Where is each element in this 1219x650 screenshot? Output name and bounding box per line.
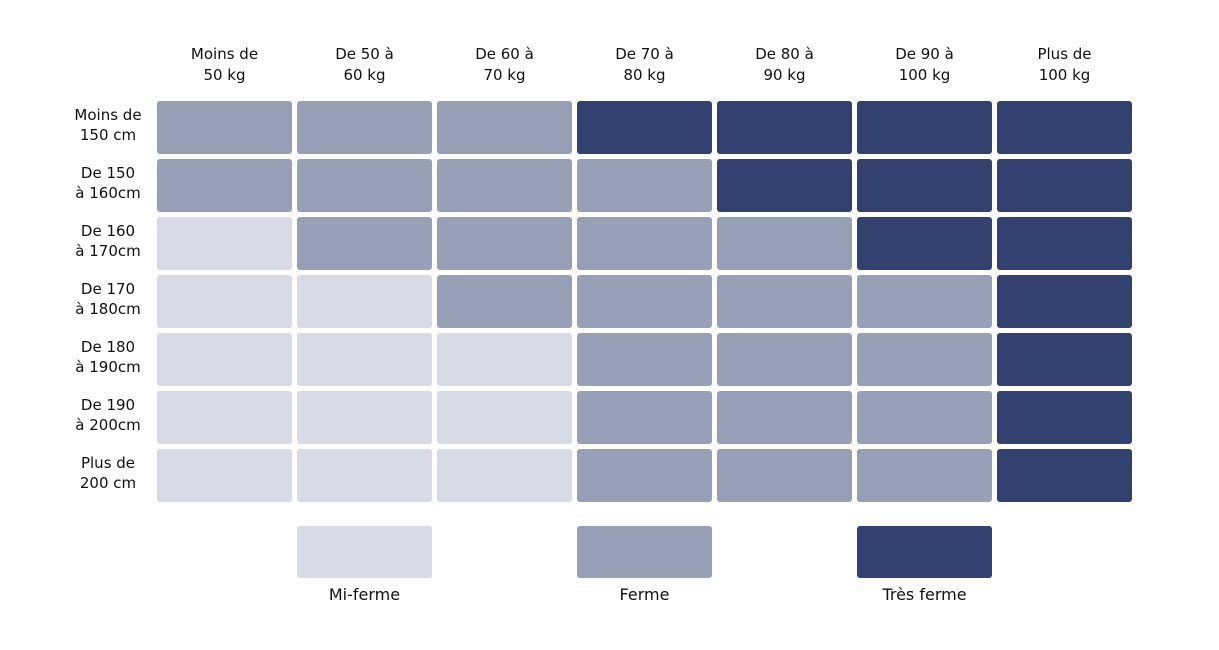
column-header: 50 kg bbox=[203, 66, 246, 84]
grid-cell bbox=[997, 449, 1132, 502]
row-header: De 160 bbox=[80, 222, 136, 240]
row-header: De 150 bbox=[80, 164, 136, 182]
grid-cell bbox=[857, 333, 992, 386]
grid-cell bbox=[437, 101, 572, 154]
column-header: 100 kg bbox=[1038, 66, 1091, 84]
grid-cell bbox=[157, 275, 292, 328]
column-header: De 90 à bbox=[895, 45, 954, 63]
grid-cell bbox=[437, 275, 572, 328]
grid-cell bbox=[717, 391, 852, 444]
legend-swatch bbox=[577, 526, 712, 578]
grid-cell bbox=[297, 275, 432, 328]
grid-cell bbox=[857, 217, 992, 270]
grid-cell bbox=[577, 159, 712, 212]
grid-cell bbox=[577, 449, 712, 502]
grid-cell bbox=[857, 101, 992, 154]
grid-cell bbox=[437, 333, 572, 386]
grid-cell bbox=[437, 217, 572, 270]
column-header: 60 kg bbox=[343, 66, 386, 84]
grid-cell bbox=[157, 333, 292, 386]
column-header: 90 kg bbox=[763, 66, 806, 84]
grid-cell bbox=[577, 391, 712, 444]
legend-label: Ferme bbox=[619, 585, 670, 604]
row-header: De 190 bbox=[80, 396, 136, 414]
grid-cell bbox=[997, 159, 1132, 212]
grid-cell bbox=[997, 275, 1132, 328]
grid-cell bbox=[717, 449, 852, 502]
column-header: 100 kg bbox=[898, 66, 951, 84]
grid-cell bbox=[297, 159, 432, 212]
row-header: à 170cm bbox=[75, 242, 141, 260]
grid-cell bbox=[437, 391, 572, 444]
row-header: à 180cm bbox=[75, 300, 141, 318]
legend-swatch bbox=[857, 526, 992, 578]
column-header: De 80 à bbox=[755, 45, 814, 63]
column-header: De 50 à bbox=[335, 45, 394, 63]
legend-label: Très ferme bbox=[882, 585, 967, 604]
grid-cell bbox=[437, 159, 572, 212]
grid-cell bbox=[997, 217, 1132, 270]
grid-cell bbox=[717, 333, 852, 386]
row-header: De 180 bbox=[80, 338, 136, 356]
grid-cell bbox=[577, 101, 712, 154]
grid-cell bbox=[857, 449, 992, 502]
grid-cell bbox=[857, 275, 992, 328]
row-header: à 190cm bbox=[75, 358, 141, 376]
grid-cell bbox=[997, 391, 1132, 444]
grid-cell bbox=[157, 449, 292, 502]
row-header: Moins de bbox=[74, 106, 142, 124]
grid-cell bbox=[577, 275, 712, 328]
grid-cell bbox=[577, 333, 712, 386]
grid-cell bbox=[857, 159, 992, 212]
column-header: 80 kg bbox=[623, 66, 666, 84]
grid-cell bbox=[297, 217, 432, 270]
column-header: 70 kg bbox=[483, 66, 526, 84]
legend-label: Mi-ferme bbox=[328, 585, 401, 604]
grid-cell bbox=[157, 391, 292, 444]
grid-cell bbox=[857, 391, 992, 444]
grid-cell bbox=[997, 101, 1132, 154]
grid-cell bbox=[717, 101, 852, 154]
column-header: De 60 à bbox=[475, 45, 534, 63]
row-header: De 170 bbox=[80, 280, 136, 298]
grid-cell bbox=[157, 101, 292, 154]
row-header: 200 cm bbox=[79, 474, 137, 492]
grid-cell bbox=[297, 449, 432, 502]
legend-swatch bbox=[297, 526, 432, 578]
row-header: Plus de bbox=[80, 454, 136, 472]
grid-cell bbox=[717, 275, 852, 328]
grid-cell bbox=[717, 217, 852, 270]
grid-cell bbox=[157, 217, 292, 270]
grid-cell bbox=[297, 391, 432, 444]
grid-cell bbox=[437, 449, 572, 502]
grid-cell bbox=[297, 333, 432, 386]
grid-cell bbox=[157, 159, 292, 212]
grid-cell bbox=[577, 217, 712, 270]
column-header: De 70 à bbox=[615, 45, 674, 63]
row-header: à 200cm bbox=[75, 416, 141, 434]
grid-cell bbox=[997, 333, 1132, 386]
column-header: Moins de bbox=[190, 45, 259, 63]
grid-cell bbox=[717, 159, 852, 212]
row-header: 150 cm bbox=[79, 126, 137, 144]
column-header: Plus de bbox=[1037, 45, 1092, 63]
grid-cell bbox=[297, 101, 432, 154]
row-header: à 160cm bbox=[75, 184, 141, 202]
